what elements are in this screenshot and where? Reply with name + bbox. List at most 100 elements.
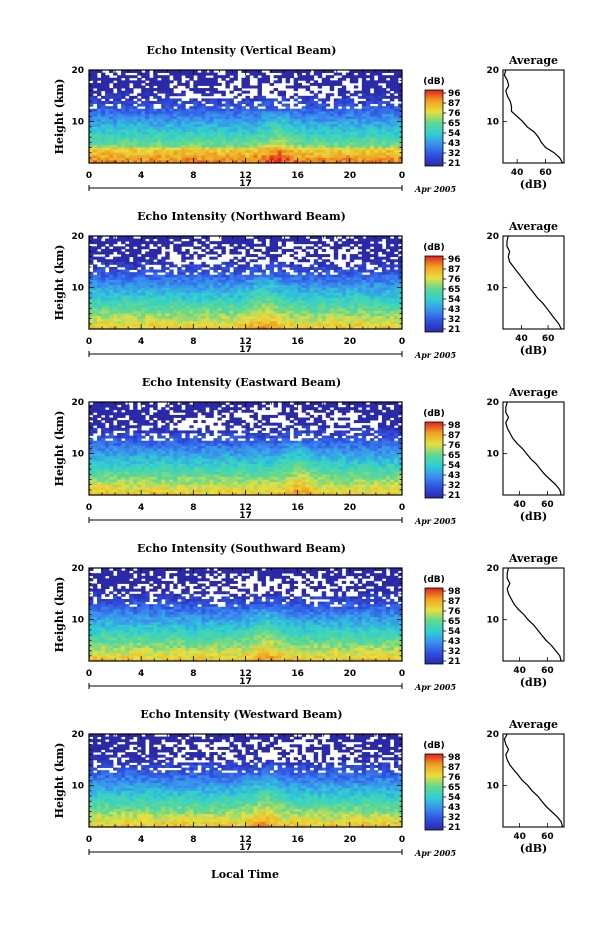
heatmap-cell xyxy=(141,75,146,79)
heatmap-cell xyxy=(105,155,110,159)
heatmap-cell xyxy=(205,287,210,291)
heatmap-cell xyxy=(149,303,154,307)
heatmap-cell xyxy=(89,318,94,322)
heatmap-cell xyxy=(381,318,387,322)
heatmap-cell xyxy=(389,139,395,143)
heatmap-cell xyxy=(257,310,262,314)
heatmap-cell xyxy=(249,300,254,304)
heatmap-cell xyxy=(361,279,367,283)
heatmap-cell xyxy=(105,111,110,115)
heatmap-cell xyxy=(157,160,162,164)
heatmap-cell xyxy=(333,103,339,107)
heatmap-cell xyxy=(161,101,166,104)
heatmap-cell xyxy=(273,126,278,130)
heatmap-cell xyxy=(137,137,142,141)
heatmap-cell xyxy=(393,113,399,117)
heatmap-cell xyxy=(137,82,142,86)
heatmap-cell xyxy=(137,80,142,84)
heatmap-cell xyxy=(381,139,387,143)
heatmap-cell xyxy=(137,285,142,289)
heatmap-cell xyxy=(389,88,395,92)
heatmap-cell xyxy=(393,124,399,128)
heatmap-cell xyxy=(121,308,126,312)
heatmap-cell xyxy=(105,277,110,281)
heatmap-cell xyxy=(121,119,126,123)
heatmap-cell xyxy=(233,305,238,309)
heatmap-cell xyxy=(181,259,186,263)
heatmap-cell xyxy=(249,150,254,154)
heatmap-cell xyxy=(205,155,210,159)
heatmap-cell xyxy=(165,82,170,86)
heatmap-cell xyxy=(349,101,355,104)
heatmap-cell xyxy=(313,72,319,76)
heatmap-cell xyxy=(389,323,395,327)
heatmap-cell xyxy=(389,277,395,281)
heatmap-cell xyxy=(393,316,399,320)
heatmap-cell xyxy=(349,282,355,286)
heatmap-cell xyxy=(197,290,202,294)
heatmap-cell xyxy=(153,142,158,146)
heatmap-cell xyxy=(197,238,202,242)
heatmap-cell xyxy=(261,129,266,133)
heatmap-cell xyxy=(145,93,150,97)
heatmap-cell xyxy=(333,264,339,268)
heatmap-cell xyxy=(125,121,130,125)
heatmap-cell xyxy=(121,144,126,148)
heatmap-cell xyxy=(185,72,190,76)
heatmap-cell xyxy=(337,129,343,133)
heatmap-cell xyxy=(193,132,198,135)
heatmap-cell xyxy=(125,119,130,123)
heatmap-cell xyxy=(225,108,230,112)
heatmap-cell xyxy=(105,93,110,97)
heatmap-cell xyxy=(365,160,371,164)
heatmap-cell xyxy=(93,274,98,278)
heatmap-cell xyxy=(145,121,150,125)
heatmap-cell xyxy=(389,155,395,159)
heatmap-cell xyxy=(221,277,226,281)
heatmap-cell xyxy=(257,305,262,309)
heatmap-cell xyxy=(157,305,162,309)
heatmap-cell xyxy=(197,160,202,164)
heatmap-cell xyxy=(361,132,367,135)
heatmap-cell xyxy=(297,70,303,73)
heatmap-cell xyxy=(161,144,166,148)
heatmap-cell xyxy=(281,323,287,327)
heatmap-cell xyxy=(385,160,391,164)
heatmap-cell xyxy=(325,282,331,286)
heatmap-cell xyxy=(377,310,383,314)
heatmap-cell xyxy=(197,241,202,245)
heatmap-cell xyxy=(229,72,234,76)
heatmap-cell xyxy=(157,142,162,146)
heatmap-cell xyxy=(257,98,262,102)
heatmap-cell xyxy=(165,267,170,270)
heatmap-cell xyxy=(293,282,299,286)
heatmap-cell xyxy=(249,152,254,156)
heatmap-cell xyxy=(321,321,327,325)
heatmap-cell xyxy=(169,93,174,97)
heatmap-cell xyxy=(265,157,270,161)
heatmap-cell xyxy=(197,77,202,81)
heatmap-cell xyxy=(181,300,186,304)
heatmap-cell xyxy=(249,274,254,278)
heatmap-cell xyxy=(345,101,351,104)
heatmap-cell xyxy=(269,121,274,125)
heatmap-cell xyxy=(305,152,311,156)
heatmap-cell xyxy=(189,274,194,278)
heatmap-cell xyxy=(257,85,262,89)
heatmap-cell xyxy=(269,292,274,296)
heatmap-cell xyxy=(317,290,323,294)
heatmap-cell xyxy=(141,147,146,151)
heatmap-cell xyxy=(149,88,154,92)
heatmap-cell xyxy=(213,277,218,281)
heatmap-cell xyxy=(301,70,307,73)
heatmap-cell xyxy=(389,285,395,289)
heatmap-cell xyxy=(189,119,194,123)
heatmap-cell xyxy=(265,142,270,146)
heatmap-cell xyxy=(121,108,126,112)
heatmap-cell xyxy=(269,124,274,128)
heatmap-cell xyxy=(121,155,126,159)
heatmap-cell xyxy=(333,254,339,258)
heatmap-cell xyxy=(397,323,403,327)
heatmap-cell xyxy=(389,95,395,99)
heatmap-cell xyxy=(185,321,190,325)
